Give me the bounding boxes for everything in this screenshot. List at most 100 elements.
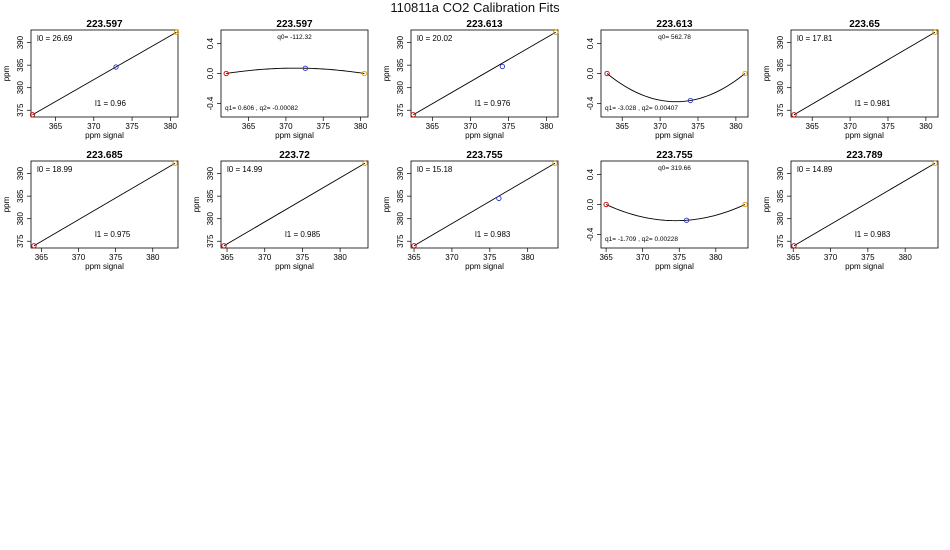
- y-axis-label: ppm: [2, 196, 11, 212]
- annotation: l0 = 14.99: [227, 165, 263, 174]
- data-point: [361, 70, 367, 77]
- annotation: l0 = 17.81: [797, 34, 833, 43]
- x-tick-label: 365: [35, 253, 49, 262]
- data-point: [687, 97, 694, 104]
- annotation: l1 = 0.981: [855, 99, 891, 108]
- x-tick-label: 375: [317, 122, 331, 131]
- fit-line: [793, 31, 936, 116]
- fit-line: [413, 162, 556, 247]
- y-tick-label: 390: [16, 166, 25, 180]
- fit-line: [223, 162, 366, 247]
- x-tick-label: 370: [279, 122, 293, 131]
- x-tick-label: 375: [673, 253, 687, 262]
- x-tick-label: 365: [599, 253, 613, 262]
- y-tick-label: 390: [206, 166, 215, 180]
- x-tick-label: 365: [242, 122, 256, 131]
- x-tick-label: 370: [636, 253, 650, 262]
- plot-frame: [30, 29, 179, 118]
- fit-line: [33, 162, 176, 247]
- data-point: [29, 112, 36, 118]
- panel-1: 223.597 365 370 375 380 375 380 385 390 ppm signa…: [2, 19, 180, 140]
- y-axis-label: ppm: [382, 196, 391, 212]
- x-tick-label: 380: [354, 122, 368, 131]
- panel-2: 223.597 365 370 375 380 -0.4 0.0 0.4 ppm signal q…: [206, 19, 369, 140]
- panel-7: 223.72 365 370 375 380 375 380 385 390 ppm signal…: [192, 150, 369, 271]
- y-axis-label: ppm: [192, 196, 201, 212]
- x-axis-label: ppm signal: [845, 131, 884, 140]
- y-tick-label: 385: [206, 189, 215, 203]
- y-tick-label: -0.4: [206, 96, 215, 110]
- annotation: q0= -112.32: [277, 34, 312, 41]
- data-point: [791, 243, 797, 249]
- panel-title: 223.597: [86, 19, 123, 30]
- page-title: 110811a CO2 Calibration Fits: [390, 0, 560, 15]
- fit-line: [413, 31, 556, 116]
- data-point: [932, 29, 938, 35]
- y-tick-label: 375: [396, 234, 405, 248]
- annotation: l1 = 0.983: [855, 230, 891, 239]
- annotation: l0 = 20.02: [417, 34, 453, 43]
- panel-title: 223.597: [276, 19, 313, 30]
- plot-frame: [220, 29, 369, 118]
- x-axis-label: ppm signal: [465, 131, 504, 140]
- data-point: [173, 29, 180, 35]
- y-tick-label: 380: [16, 80, 25, 94]
- panel-title: 223.72: [279, 150, 310, 161]
- annotation: l1 = 0.975: [95, 230, 131, 239]
- annotation: l0 = 14.89: [797, 165, 833, 174]
- y-tick-label: 390: [776, 166, 785, 180]
- y-axis-label: ppm: [382, 65, 391, 81]
- data-point: [223, 70, 229, 77]
- x-axis-label: ppm signal: [465, 262, 504, 271]
- annotation: l0 = 15.18: [417, 165, 453, 174]
- plot-frame: [790, 29, 939, 118]
- y-tick-label: 0.4: [586, 37, 595, 49]
- y-tick-label: 390: [776, 35, 785, 49]
- panel-title: 223.789: [846, 150, 883, 161]
- data-point: [411, 243, 417, 249]
- annotation: l1 = 0.976: [475, 99, 511, 108]
- y-tick-label: 380: [776, 211, 785, 225]
- x-tick-label: 375: [296, 253, 310, 262]
- y-tick-label: 375: [776, 103, 785, 117]
- x-tick-label: 380: [709, 253, 723, 262]
- panel-10: 223.789 365 370 375 380 375 380 385 390 ppm signa…: [762, 150, 939, 271]
- annotation: l0 = 18.99: [37, 165, 73, 174]
- x-tick-label: 375: [483, 253, 497, 262]
- data-point: [362, 160, 368, 166]
- y-axis-label: ppm: [762, 196, 771, 212]
- x-tick-label: 370: [824, 253, 838, 262]
- fit-curve: [606, 73, 746, 103]
- x-tick-label: 370: [258, 253, 272, 262]
- plot-frame: [410, 160, 559, 249]
- y-tick-label: -0.4: [586, 227, 595, 241]
- x-tick-label: 375: [881, 122, 895, 131]
- x-tick-label: 370: [653, 122, 667, 131]
- data-point: [31, 243, 37, 249]
- y-tick-label: 390: [396, 35, 405, 49]
- annotation: q0= 319.66: [658, 165, 691, 172]
- x-tick-label: 380: [898, 253, 912, 262]
- data-point: [742, 70, 748, 77]
- annotation: l0 = 26.69: [37, 34, 73, 43]
- y-tick-label: 385: [396, 189, 405, 203]
- y-tick-label: 385: [776, 189, 785, 203]
- annotation: q1= 0.606 , q2= -0.00082: [225, 105, 298, 112]
- x-tick-label: 375: [861, 253, 875, 262]
- x-tick-label: 365: [806, 122, 820, 131]
- x-axis-label: ppm signal: [845, 262, 884, 271]
- x-tick-label: 380: [729, 122, 743, 131]
- data-point: [603, 201, 609, 208]
- panel-title: 223.685: [86, 150, 123, 161]
- y-tick-label: 0.0: [586, 67, 595, 79]
- x-tick-label: 375: [691, 122, 705, 131]
- annotation: q1= -3.028 , q2= 0.00407: [605, 105, 678, 112]
- y-tick-label: 375: [16, 234, 25, 248]
- data-point: [604, 70, 610, 77]
- y-tick-label: 385: [16, 189, 25, 203]
- data-point: [221, 243, 227, 249]
- x-tick-label: 365: [426, 122, 440, 131]
- fit-line: [32, 31, 177, 116]
- fit-curve: [605, 204, 746, 222]
